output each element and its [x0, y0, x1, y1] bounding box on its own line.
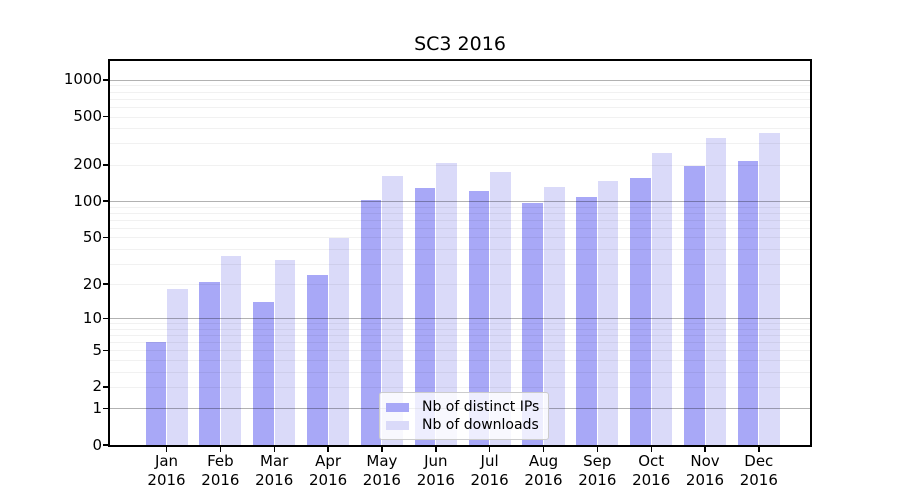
bar-distinct-ips-jun	[414, 188, 436, 445]
bar-downloads-may	[382, 176, 403, 445]
chart-title: SC3 2016	[414, 33, 506, 55]
bar-downloads-jul	[490, 172, 511, 445]
x-tick-label: Jan 2016	[147, 452, 186, 489]
y-tick-label: 1000	[63, 70, 102, 89]
bar-downloads-aug	[544, 187, 565, 445]
x-tick-label: Aug 2016	[524, 452, 563, 489]
y-tick-label: 0	[92, 435, 102, 454]
bar-downloads-apr	[328, 238, 350, 445]
bar-downloads-mar	[274, 260, 296, 445]
y-tick-mark	[103, 200, 108, 202]
y-tick-label: 2	[92, 377, 102, 396]
x-tick-mark	[488, 447, 491, 452]
plot-area	[108, 59, 812, 447]
bar-distinct-ips-may	[360, 200, 382, 445]
y-tick-label: 10	[82, 308, 102, 327]
legend-label-distinct-ips: Nb of distinct IPs	[422, 399, 540, 415]
y-tick-label: 20	[82, 274, 102, 293]
legend-item-distinct-ips: Nb of distinct IPs	[386, 399, 539, 415]
bar-distinct-ips-jan	[145, 342, 166, 445]
y-tick-label: 500	[73, 107, 102, 125]
x-tick-label: May 2016	[362, 452, 401, 489]
x-tick-mark	[758, 447, 760, 452]
y-tick-label: 200	[73, 155, 102, 174]
bar-distinct-ips-oct	[630, 177, 651, 445]
bar-distinct-ips-feb	[199, 281, 220, 445]
y-tick-label: 5	[92, 340, 102, 359]
x-tick-label: Sep 2016	[578, 452, 617, 489]
legend-swatch-downloads	[386, 420, 409, 430]
bar-distinct-ips-apr	[307, 274, 328, 445]
y-tick-mark	[103, 317, 108, 320]
bar-distinct-ips-aug	[522, 202, 543, 445]
bar-downloads-nov	[705, 138, 726, 445]
bar-downloads-feb	[220, 255, 242, 445]
x-tick-label: Feb 2016	[201, 452, 240, 489]
y-tick-mark	[103, 236, 108, 238]
bar-downloads-jun	[436, 163, 457, 445]
legend: Nb of distinct IPs Nb of downloads	[379, 392, 550, 440]
y-tick-mark	[103, 115, 108, 118]
bars-layer	[110, 61, 810, 445]
x-tick-mark	[381, 447, 383, 452]
bar-downloads-dec	[759, 132, 780, 445]
x-tick-mark	[273, 447, 275, 452]
x-tick-label: Jul 2016	[470, 452, 509, 489]
x-tick-mark	[704, 447, 706, 452]
x-tick-mark	[435, 447, 437, 452]
y-tick-mark	[103, 386, 108, 388]
x-tick-mark	[596, 447, 599, 452]
legend-label-downloads: Nb of downloads	[422, 417, 539, 433]
y-tick-label: 1	[92, 398, 102, 417]
bar-distinct-ips-dec	[737, 160, 759, 445]
bar-distinct-ips-mar	[253, 301, 274, 445]
x-tick-mark	[542, 447, 545, 452]
y-tick-mark	[103, 164, 108, 166]
bar-downloads-oct	[651, 152, 673, 445]
bar-distinct-ips-sep	[576, 197, 597, 445]
legend-swatch-distinct-ips	[386, 402, 409, 412]
y-tick-mark	[103, 407, 108, 410]
y-tick-label: 50	[82, 227, 102, 246]
bar-distinct-ips-nov	[684, 166, 705, 445]
x-tick-mark	[219, 447, 222, 452]
y-tick-label: 100	[73, 191, 102, 210]
x-tick-label: Nov 2016	[685, 452, 725, 489]
x-tick-mark	[327, 447, 329, 452]
x-tick-label: Oct 2016	[632, 452, 671, 489]
y-tick-mark	[103, 444, 108, 446]
x-tick-label: Jun 2016	[416, 452, 455, 489]
y-tick-mark	[103, 283, 108, 285]
x-tick-label: Apr 2016	[309, 452, 348, 489]
y-tick-mark	[103, 79, 108, 81]
x-tick-mark	[650, 447, 652, 452]
legend-item-downloads: Nb of downloads	[386, 417, 539, 433]
bar-downloads-sep	[597, 180, 619, 445]
x-tick-mark	[165, 447, 168, 452]
x-tick-label: Dec 2016	[739, 452, 778, 489]
bar-downloads-jan	[167, 289, 188, 445]
bar-distinct-ips-jul	[468, 190, 490, 445]
y-tick-mark	[103, 349, 108, 352]
x-tick-label: Mar 2016	[255, 452, 294, 489]
